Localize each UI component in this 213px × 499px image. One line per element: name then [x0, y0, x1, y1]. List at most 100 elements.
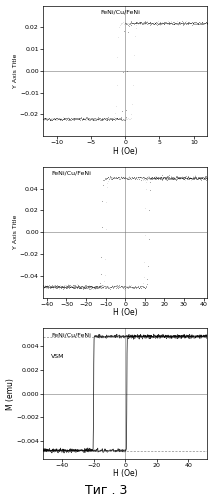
Point	[201, 175, 205, 183]
Point	[181, 19, 184, 27]
Point	[176, 19, 179, 27]
Point	[195, 18, 198, 26]
Point	[160, 19, 163, 27]
Point	[128, 173, 131, 181]
Point	[100, 283, 103, 291]
Point	[200, 174, 203, 182]
Point	[144, 18, 147, 26]
Point	[160, 174, 164, 182]
Point	[65, 282, 69, 290]
Point	[118, 282, 121, 290]
Point	[102, 114, 105, 122]
Point	[80, 115, 83, 123]
Point	[122, 20, 126, 28]
Point	[90, 282, 93, 290]
Point	[79, 284, 83, 292]
Point	[56, 114, 60, 122]
Point	[193, 20, 196, 28]
Point	[148, 178, 152, 186]
Point	[60, 283, 64, 291]
Point	[133, 19, 136, 27]
Point	[49, 282, 52, 290]
Point	[108, 283, 111, 291]
Point	[181, 173, 185, 181]
Point	[190, 175, 194, 183]
Point	[138, 175, 141, 183]
Point	[43, 283, 47, 291]
Point	[52, 283, 56, 291]
Point	[121, 107, 124, 115]
Point	[203, 18, 207, 26]
Point	[108, 114, 112, 122]
Point	[50, 116, 53, 124]
Point	[47, 283, 50, 291]
Point	[133, 19, 136, 27]
X-axis label: H (Oe): H (Oe)	[113, 308, 138, 317]
Point	[48, 283, 51, 291]
Point	[177, 173, 181, 181]
Point	[110, 114, 113, 122]
Point	[100, 252, 103, 260]
Point	[162, 173, 165, 181]
Point	[130, 173, 134, 181]
Point	[160, 175, 164, 183]
Point	[166, 175, 169, 183]
Point	[117, 115, 120, 123]
Point	[206, 175, 209, 183]
Point	[132, 51, 136, 59]
Point	[131, 283, 135, 291]
Point	[45, 284, 49, 292]
Point	[182, 174, 186, 182]
Point	[82, 115, 85, 123]
Point	[173, 175, 177, 183]
Point	[129, 174, 132, 182]
Point	[69, 283, 72, 291]
Point	[124, 174, 128, 182]
Point	[106, 114, 109, 122]
Point	[191, 174, 194, 182]
Point	[52, 283, 55, 291]
Point	[69, 282, 73, 290]
Point	[161, 18, 164, 26]
Point	[89, 283, 92, 291]
Point	[74, 283, 77, 291]
Point	[124, 282, 128, 290]
Point	[90, 116, 94, 124]
Point	[180, 19, 184, 27]
Point	[196, 19, 199, 27]
Point	[203, 175, 206, 183]
Point	[95, 282, 99, 290]
Point	[143, 19, 146, 27]
Point	[142, 18, 145, 26]
Point	[198, 20, 202, 28]
Point	[102, 114, 106, 122]
Point	[43, 114, 46, 122]
Point	[147, 206, 151, 214]
Point	[160, 173, 163, 181]
Point	[90, 282, 93, 290]
Point	[116, 173, 119, 181]
Point	[205, 175, 209, 183]
Point	[128, 19, 131, 27]
Point	[48, 283, 52, 291]
Point	[81, 283, 85, 291]
Point	[48, 284, 51, 292]
Point	[127, 174, 131, 182]
Point	[46, 282, 50, 290]
Point	[131, 19, 135, 27]
Point	[95, 282, 99, 290]
Point	[149, 174, 153, 182]
Point	[154, 174, 157, 182]
Point	[139, 284, 142, 292]
Point	[164, 18, 167, 26]
Point	[78, 281, 81, 289]
Point	[112, 174, 115, 182]
Point	[173, 20, 176, 28]
Point	[186, 20, 189, 28]
Point	[111, 282, 114, 290]
Point	[117, 23, 121, 31]
Point	[200, 19, 203, 27]
Point	[198, 19, 202, 27]
Point	[166, 173, 170, 181]
Point	[119, 116, 122, 124]
